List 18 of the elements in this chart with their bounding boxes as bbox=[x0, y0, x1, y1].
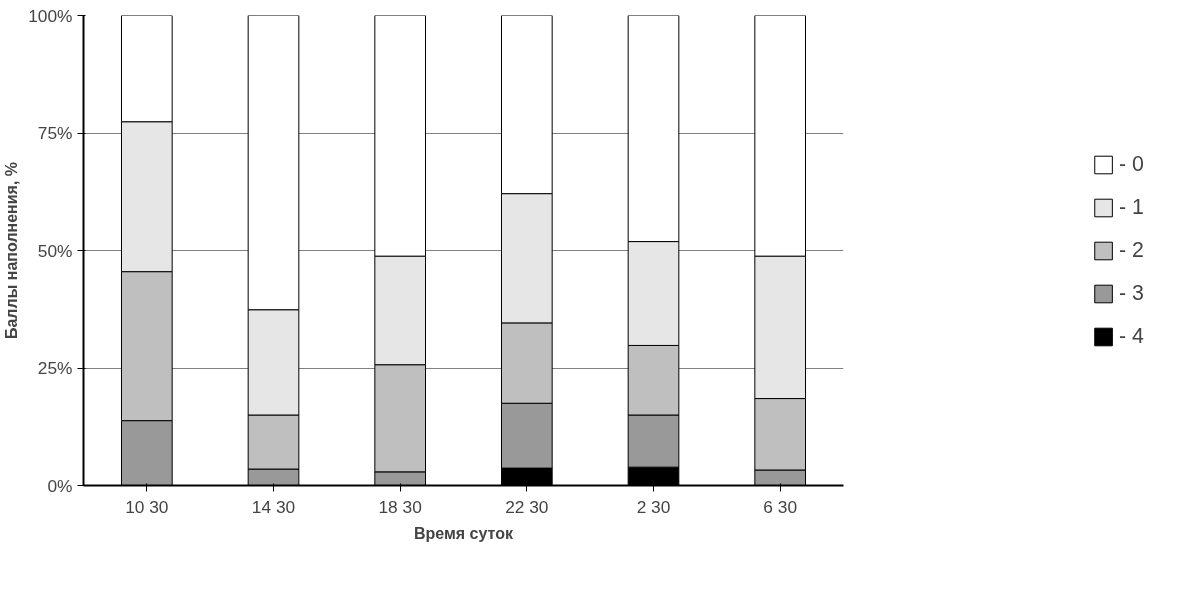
x-tick-label: 2 30 bbox=[636, 496, 671, 517]
x-tick-label: 14 30 bbox=[251, 496, 296, 517]
x-tick-label: 6 30 bbox=[763, 496, 798, 517]
legend-label: - 1 bbox=[1119, 194, 1144, 220]
legend-label: - 3 bbox=[1119, 280, 1144, 306]
x-tick-label: 10 30 bbox=[125, 496, 169, 517]
x-tick-label: 18 30 bbox=[378, 496, 422, 517]
y-tick-label: 75% bbox=[37, 123, 73, 143]
y-axis-title: Баллы наполнения, % bbox=[3, 161, 21, 340]
legend-label: - 2 bbox=[1119, 237, 1144, 263]
y-tick-label: 0% bbox=[47, 475, 73, 496]
y-tick-label: 50% bbox=[37, 240, 73, 261]
x-tick-label: 22 30 bbox=[505, 496, 549, 517]
y-tick-label: 100% bbox=[28, 5, 73, 26]
legend-label: - 4 bbox=[1119, 323, 1144, 349]
legend-label: - 0 bbox=[1119, 151, 1144, 177]
x-axis-title: Время суток bbox=[413, 524, 515, 542]
y-tick-label: 25% bbox=[37, 358, 73, 378]
